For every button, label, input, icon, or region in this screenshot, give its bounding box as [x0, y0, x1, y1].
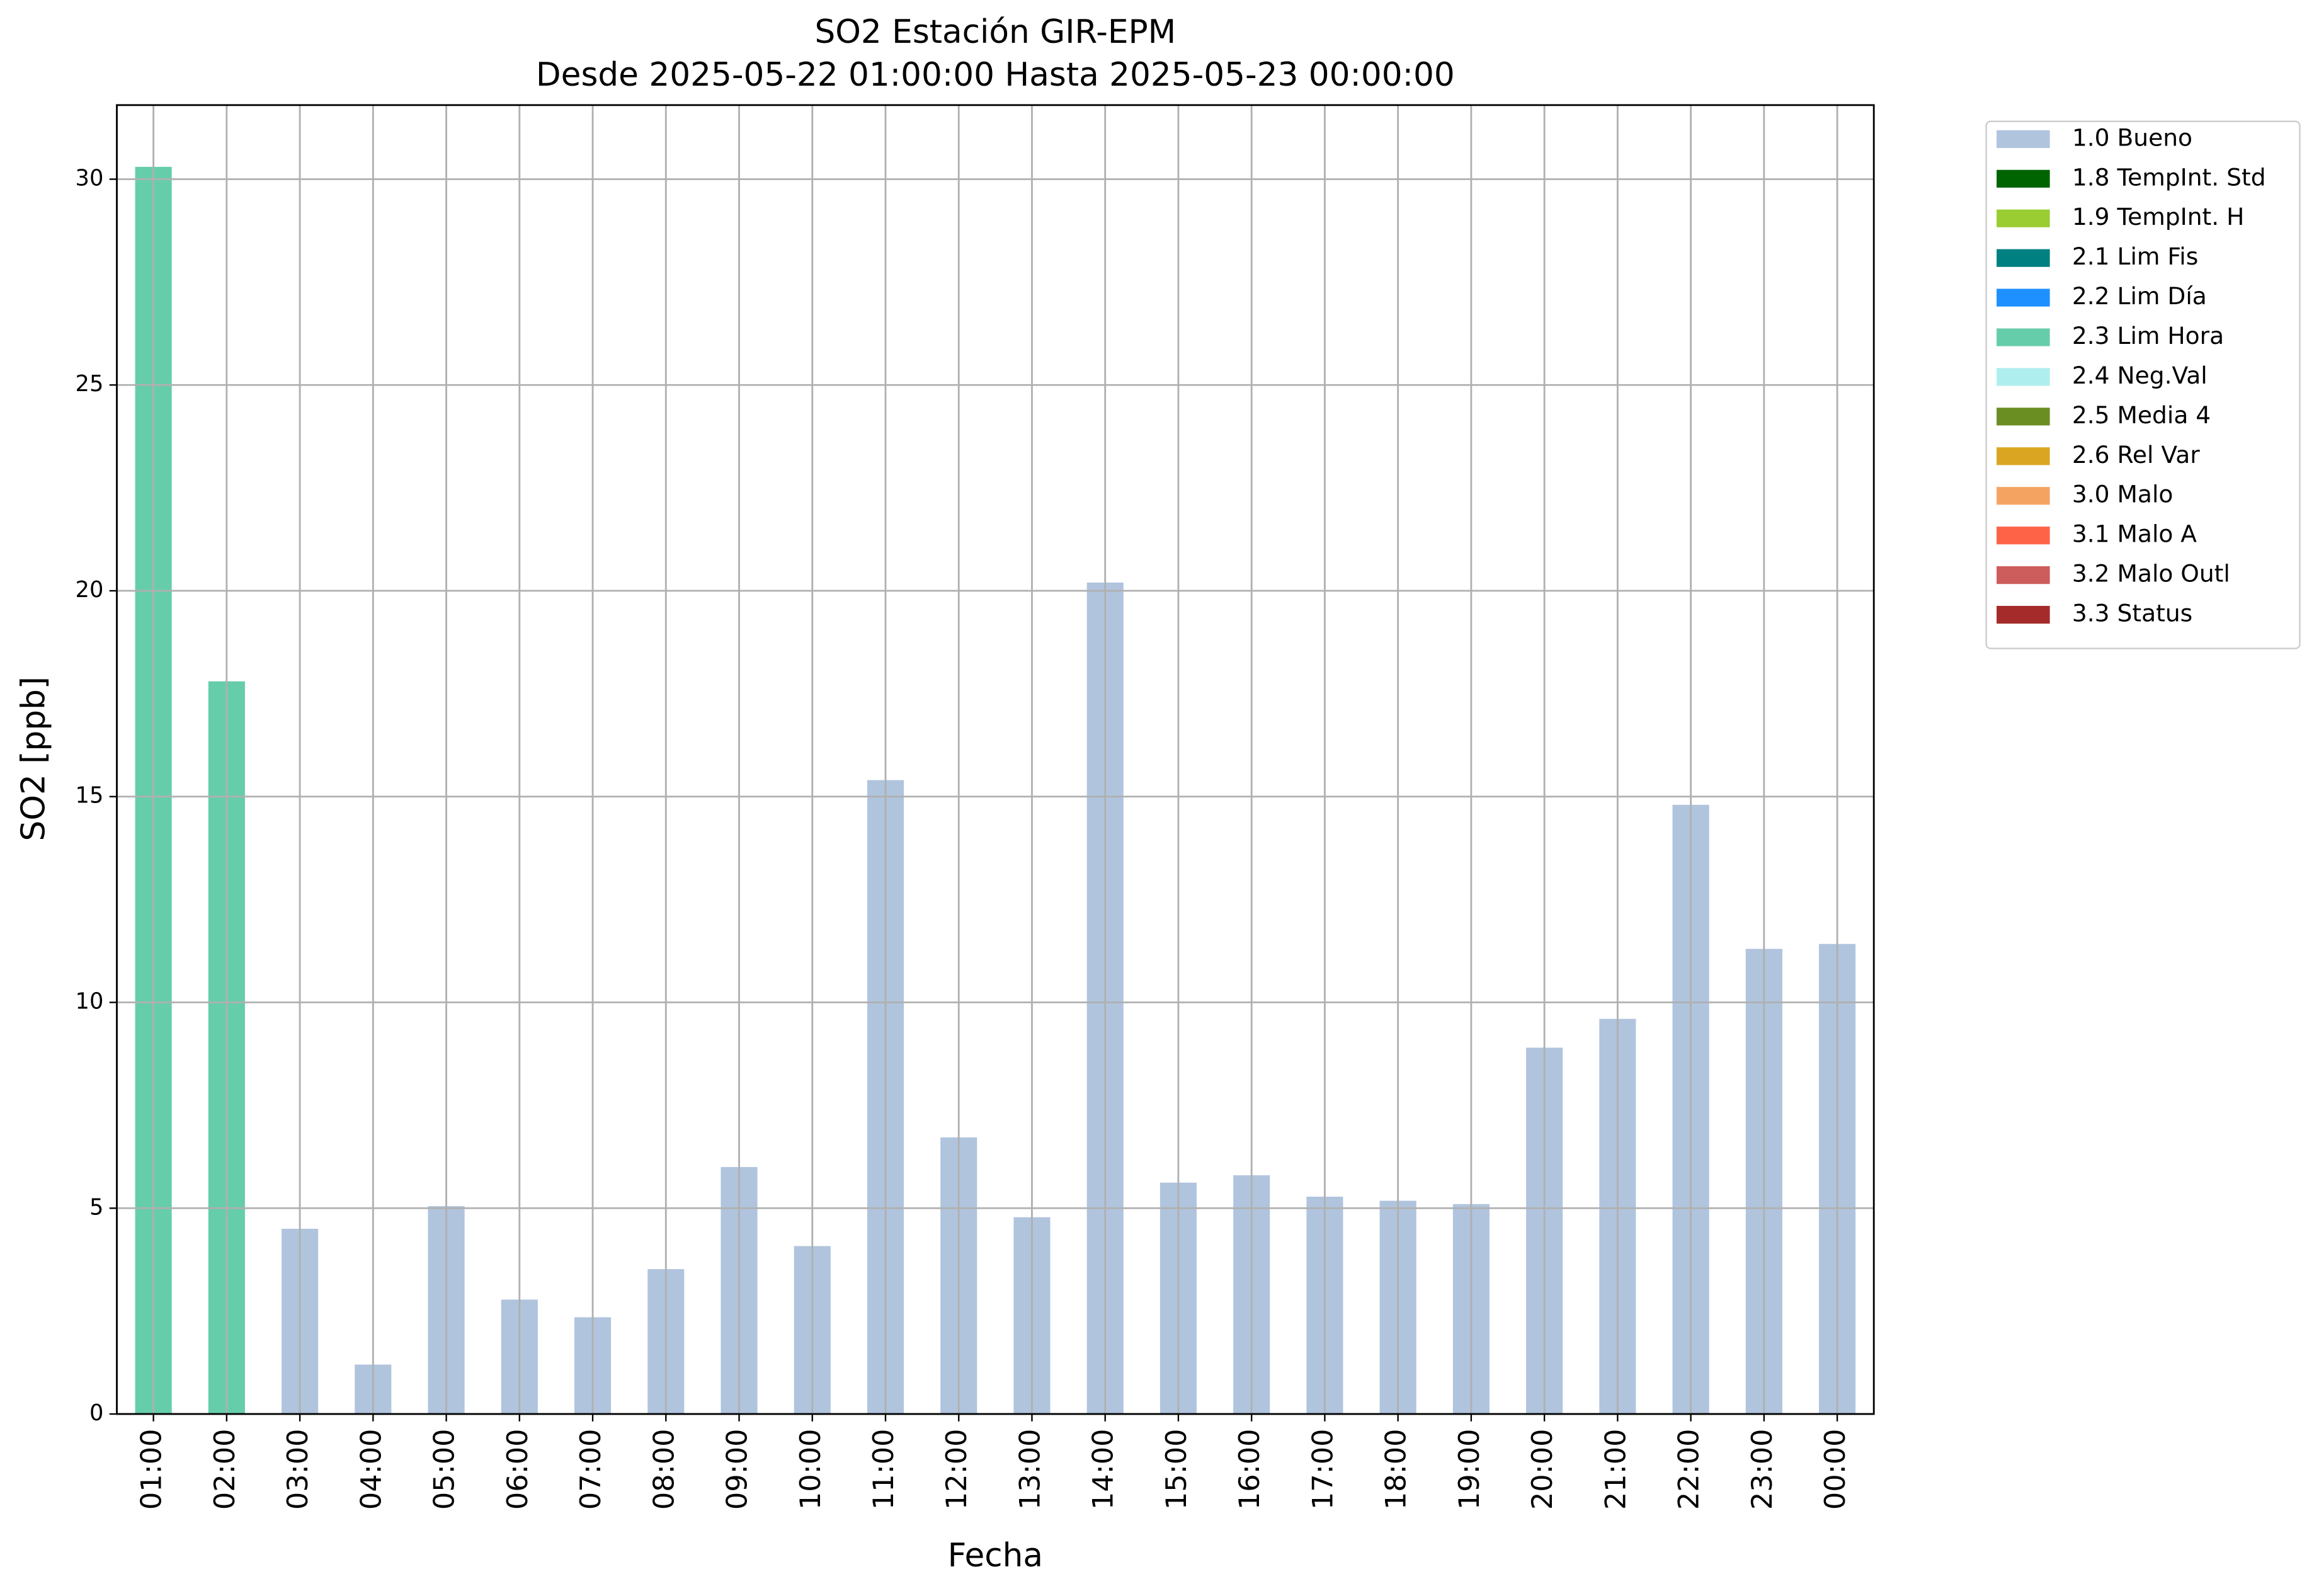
x-tick-label: 13:00	[1013, 1429, 1046, 1510]
x-tick-label: 23:00	[1746, 1429, 1779, 1510]
x-tick-label: 18:00	[1380, 1429, 1413, 1510]
legend-swatch	[1997, 288, 2050, 307]
legend-label: 1.9 TempInt. H	[2072, 203, 2245, 231]
legend-swatch	[1997, 368, 2050, 386]
legend-label: 1.0 Bueno	[2072, 123, 2192, 151]
x-tick-label: 02:00	[208, 1429, 241, 1510]
legend-label: 2.1 Lim Fis	[2072, 242, 2198, 270]
legend-label: 3.2 Malo Outl	[2072, 560, 2230, 588]
x-tick-label: 04:00	[355, 1429, 387, 1510]
legend-swatch	[1997, 487, 2050, 505]
x-tick-label: 20:00	[1526, 1429, 1559, 1510]
x-tick-label: 17:00	[1306, 1429, 1339, 1510]
y-tick-label: 10	[76, 989, 104, 1015]
x-tick-label: 01:00	[135, 1429, 168, 1510]
legend-swatch	[1997, 408, 2050, 426]
legend-label: 3.1 Malo A	[2072, 520, 2197, 548]
legend-swatch	[1997, 169, 2050, 188]
y-tick-label: 30	[76, 165, 104, 191]
legend-swatch	[1997, 209, 2050, 227]
legend-swatch	[1997, 249, 2050, 267]
x-tick-label: 08:00	[647, 1429, 680, 1510]
y-tick-label: 25	[76, 371, 104, 397]
x-tick-label: 10:00	[794, 1429, 827, 1510]
x-tick-label: 05:00	[428, 1429, 461, 1510]
x-tick-label: 07:00	[574, 1429, 607, 1510]
y-tick-label: 20	[76, 577, 104, 603]
y-tick-label: 0	[89, 1400, 103, 1426]
plot-frame	[116, 104, 1875, 1415]
legend-swatch	[1997, 566, 2050, 584]
legend-label: 2.6 Rel Var	[2072, 441, 2200, 469]
x-tick-label: 22:00	[1673, 1429, 1706, 1510]
legend-label: 3.0 Malo	[2072, 481, 2174, 508]
y-axis-label: SO2 [ppb]	[14, 676, 52, 841]
x-axis-label: Fecha	[948, 1537, 1043, 1575]
legend-label: 2.2 Lim Día	[2072, 282, 2207, 310]
x-tick-label: 09:00	[721, 1429, 754, 1510]
legend-swatch	[1997, 527, 2050, 545]
legend-swatch	[1997, 447, 2050, 465]
x-tick-label: 21:00	[1599, 1429, 1632, 1510]
legend-label: 2.4 Neg.Val	[2072, 362, 2208, 389]
x-tick-label: 00:00	[1819, 1429, 1852, 1510]
legend-label: 2.5 Media 4	[2072, 401, 2211, 429]
chart-title: SO2 Estación GIR-EPM	[814, 13, 1176, 51]
x-tick-label: 12:00	[940, 1429, 973, 1510]
chart-subtitle: Desde 2025-05-22 01:00:00 Hasta 2025-05-…	[536, 56, 1455, 94]
y-tick-label: 15	[76, 783, 104, 809]
x-tick-label: 19:00	[1453, 1429, 1486, 1510]
x-tick-label: 11:00	[867, 1429, 900, 1510]
legend-swatch	[1997, 130, 2050, 148]
legend-label: 2.3 Lim Hora	[2072, 322, 2224, 350]
x-tick-label: 03:00	[282, 1429, 314, 1510]
y-tick-label: 5	[89, 1194, 103, 1220]
x-tick-label: 16:00	[1233, 1429, 1266, 1510]
legend-label: 1.8 TempInt. Std	[2072, 163, 2266, 191]
legend-label: 3.3 Status	[2072, 600, 2192, 627]
legend-frame	[1985, 120, 2301, 649]
legend-swatch	[1997, 605, 2050, 624]
x-tick-label: 14:00	[1087, 1429, 1120, 1510]
legend-swatch	[1997, 328, 2050, 346]
x-tick-label: 06:00	[501, 1429, 534, 1510]
x-tick-label: 15:00	[1160, 1429, 1193, 1510]
